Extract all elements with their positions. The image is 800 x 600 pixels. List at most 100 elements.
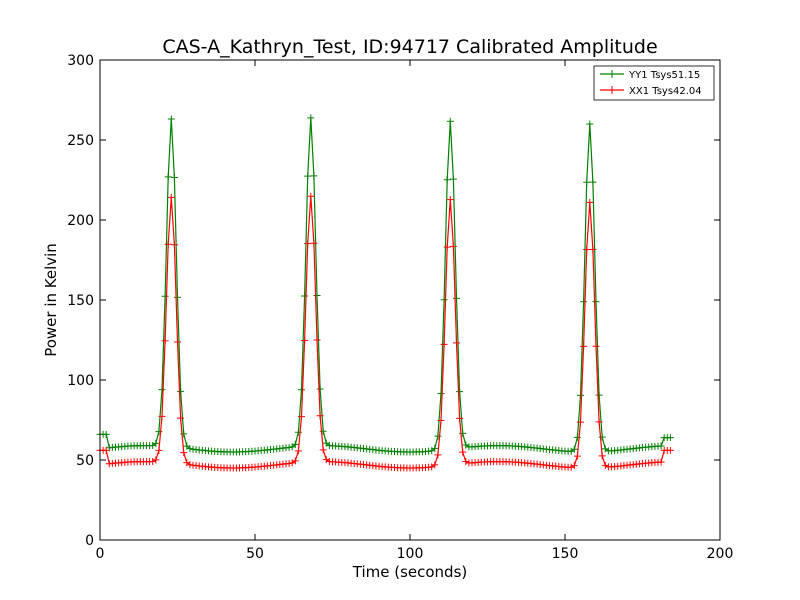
data-point: [152, 456, 160, 464]
data-point: [666, 446, 674, 454]
data-point: [666, 434, 674, 442]
data-point: [583, 178, 591, 186]
data-point: [589, 178, 597, 186]
data-point: [310, 172, 318, 180]
data-point: [577, 391, 584, 399]
data-point: [307, 192, 315, 200]
data-point: [170, 173, 178, 181]
data-point: [319, 427, 327, 435]
data-point: [570, 445, 578, 453]
data-point: [319, 446, 327, 454]
plot-area: [100, 60, 720, 540]
data-point: [589, 245, 597, 253]
data-point: [598, 433, 606, 441]
data-point: [301, 337, 309, 345]
y-tick-label: 150: [67, 293, 94, 309]
data-point: [158, 386, 166, 394]
data-point: [453, 294, 460, 302]
data-point: [459, 429, 467, 437]
data-point: [592, 342, 600, 350]
data-point: [316, 385, 324, 393]
legend-box: [593, 65, 715, 101]
data-point: [291, 440, 299, 448]
x-tick-label: 150: [552, 546, 579, 562]
data-point: [174, 338, 181, 346]
legend: YY1 Tsys51.15 XX1 Tsys42.04: [593, 65, 715, 101]
series-2: [96, 192, 674, 472]
series-layer: [96, 114, 674, 472]
data-point: [304, 172, 312, 180]
data-point: [161, 292, 169, 300]
data-point: [298, 386, 305, 394]
data-point: [462, 458, 470, 466]
data-point: [434, 432, 442, 440]
data-point: [155, 446, 163, 454]
data-point: [291, 457, 299, 465]
data-point: [577, 418, 584, 426]
data-point: [595, 418, 603, 426]
data-point: [573, 433, 581, 441]
data-point: [586, 120, 594, 128]
data-point: [186, 445, 194, 453]
data-point: [149, 458, 157, 466]
data-point: [102, 430, 110, 438]
x-tick-label: 0: [96, 546, 105, 562]
data-point: [580, 298, 588, 306]
data-point: [152, 439, 160, 447]
data-point: [167, 115, 175, 123]
data-point: [440, 296, 448, 304]
data-point: [456, 414, 464, 422]
data-point: [440, 340, 448, 348]
y-axis-label: Power in Kelvin: [42, 243, 60, 357]
data-point: [294, 428, 302, 436]
data-point: [285, 459, 293, 467]
data-point: [161, 337, 169, 345]
data-point: [310, 239, 318, 247]
data-point: [657, 458, 665, 466]
data-point: [304, 239, 312, 247]
data-point: [316, 412, 324, 420]
y-tick-label: 300: [67, 53, 94, 69]
data-point: [449, 175, 457, 183]
data-point: [294, 447, 302, 455]
data-point: [431, 461, 439, 469]
data-point: [155, 428, 163, 436]
data-point: [446, 117, 454, 125]
x-tick-label: 50: [246, 546, 264, 562]
data-point: [158, 412, 166, 420]
data-point: [580, 342, 588, 350]
data-point: [301, 292, 309, 300]
legend-marker: [608, 86, 616, 94]
data-point: [431, 444, 439, 452]
x-tick-label: 200: [707, 546, 734, 562]
data-point: [313, 336, 321, 344]
data-point: [456, 388, 464, 396]
y-tick-label: 50: [76, 453, 94, 469]
data-point: [307, 114, 315, 122]
y-tick-label: 0: [85, 533, 94, 549]
series-1: [96, 114, 674, 456]
data-point: [567, 463, 575, 471]
legend-label: YY1 Tsys51.15: [628, 70, 700, 81]
y-tick-label: 200: [67, 213, 94, 229]
data-point: [164, 240, 172, 248]
data-point: [298, 413, 305, 421]
y-tick-label: 250: [67, 133, 94, 149]
data-point: [167, 193, 175, 201]
data-point: [177, 414, 185, 422]
data-point: [180, 449, 188, 457]
data-point: [437, 390, 445, 398]
legend-marker: [608, 70, 616, 78]
data-point: [443, 243, 451, 251]
data-point: [177, 387, 185, 395]
y-axis: 0 50 100 150 200 250 300: [67, 53, 720, 549]
data-point: [598, 452, 606, 460]
data-point: [459, 448, 467, 456]
data-point: [437, 416, 445, 424]
data-point: [180, 430, 188, 438]
data-point: [446, 196, 454, 204]
data-point: [186, 461, 194, 469]
data-point: [313, 291, 321, 299]
data-point: [174, 293, 181, 301]
